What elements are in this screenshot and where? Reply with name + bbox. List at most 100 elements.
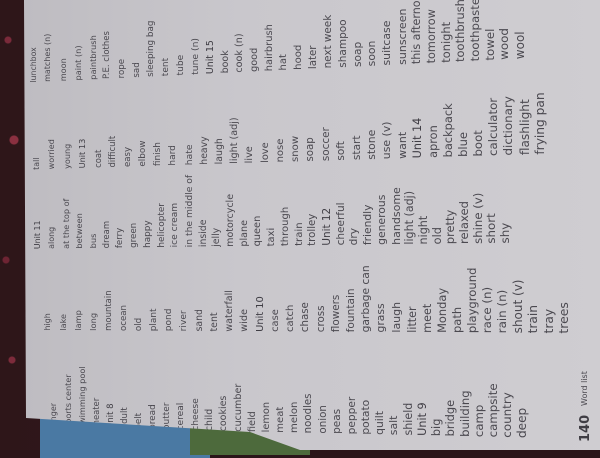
word-entry: snow [289,135,301,162]
word-entry: heavy [198,136,210,165]
word-entry: handsome [389,187,403,245]
word-entry: cereal [176,402,187,431]
word-entry: next week [322,14,335,69]
unit-heading: Unit 13 [77,138,88,169]
word-entry: light (adj) [229,117,241,164]
word-entry: shield [402,402,415,436]
word-entry: sports center [63,374,74,428]
word-entry: towel [482,28,497,61]
word-entry: ocean [118,305,129,331]
word-entry: laugh [390,301,404,333]
word-entry: onion [317,405,330,434]
word-entry: laugh [214,138,225,165]
word-entry: soft [335,141,348,161]
word-entry: butter [162,402,172,431]
word-entry: elbow [138,140,149,167]
word-entry: tonight [438,21,453,63]
word-entry: shine (v) [470,192,485,244]
word-entry: sunscreen [395,8,409,65]
word-entry: in the middle of [183,174,195,248]
unit-heading: Unit 11 [33,220,43,250]
word-entry: helicopter [156,203,167,248]
word-entry: suitcase [379,20,393,66]
word-entry: coat [92,149,103,168]
word-entry: child [204,408,216,432]
word-entry: train [293,222,305,246]
word-entry: shout (v) [511,279,526,334]
word-entry: jelly [211,227,223,247]
word-entry: shampoo [336,19,349,68]
word-entry: light (adj) [403,190,417,245]
word-entry: this afternoon [410,0,424,65]
word-entry: trolley [307,213,319,246]
word-entry: tray [541,308,556,334]
word-entry: cheerful [334,202,347,246]
word-entry: soap [351,41,364,67]
word-entry: difficult [107,135,118,168]
word-entry: hat [278,54,290,71]
word-entry: soon [365,40,379,67]
word-entry: moon [58,58,69,82]
word-entry: waterfall [224,290,236,332]
word-entry: grass [374,303,388,333]
word-entry: matches (n) [43,33,53,82]
word-entry: lemon [260,401,272,433]
word-entry: relaxed [457,201,471,244]
word-entry: love [259,142,271,163]
word-entry: P.E. clothes [102,31,113,79]
word-entry: trees [555,302,571,334]
word-entry: long [88,312,99,331]
word-entry: blue [455,132,470,157]
word-entry: shy [498,222,513,244]
word-entry: bus [88,233,98,249]
word-entry: toothpaste [467,0,482,62]
word-entry: paint (n) [72,45,83,81]
word-entry: sand [194,309,206,332]
word-entry: hate [183,144,195,166]
word-entry: motorcycle [225,193,236,247]
word-entry: lake [58,314,69,331]
word-entry: hard [168,145,179,166]
word-entry: tent [209,312,221,332]
word-entry: cross [314,305,327,333]
word-entry: cookies [218,395,230,432]
word-entry: noodles [303,393,315,434]
word-entry: case [269,309,281,332]
word-entry: path [449,306,464,333]
word-entry: wool [513,31,527,60]
word-entry: cucumber [232,383,244,432]
word-entry: dictionary [501,96,516,156]
word-entry: plane [238,219,250,247]
word-entry: soccer [320,127,333,162]
word-entry: easy [122,146,133,167]
word-entry: generous [374,194,388,245]
word-entry: dream [101,220,112,249]
word-entry: friendly [361,204,374,246]
word-entry: ferry [115,227,126,249]
page-section-label: Word list [580,371,589,406]
word-entry: book [219,50,231,74]
unit-heading: Unit 14 [411,117,425,159]
word-entry: green [129,222,140,248]
word-entry: quilt [372,410,386,435]
word-entry: potato [358,399,372,435]
word-entry: chase [299,302,311,333]
word-entry: rope [116,58,127,79]
word-entry: old [133,317,144,332]
word-entry: between [74,213,85,249]
word-entry: tent [160,57,171,77]
word-entry: meat [274,406,286,433]
word-entry: swimming pool [77,366,88,429]
word-entry: lamp [73,310,84,331]
word-entry: flashlight [517,99,532,156]
word-entry: plant [148,308,159,332]
word-entry: cook (n) [234,33,246,73]
word-entry: playground [465,267,479,334]
word-entry: pepper [345,396,358,435]
word-entry: litter [405,306,419,333]
word-entry: night [416,215,430,245]
word-entry: young [62,143,73,169]
word-entry: calculator [486,97,501,156]
word-entry: tall [31,157,41,170]
word-entry: ice cream [170,202,181,248]
